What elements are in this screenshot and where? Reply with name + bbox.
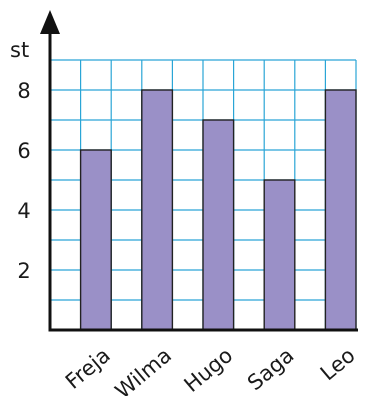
y-axis-arrow-icon — [40, 10, 60, 34]
y-tick-labels: 2 4 6 8 — [17, 79, 30, 283]
axes — [40, 10, 358, 332]
bars — [79, 89, 357, 331]
category-label: Freja — [61, 343, 115, 394]
y-tick-label: 8 — [17, 79, 30, 103]
bar-hugo — [202, 119, 235, 331]
bar-wilma — [141, 89, 174, 331]
y-axis-unit-label: st — [10, 38, 29, 62]
category-label: Hugo — [180, 343, 238, 396]
bar-leo — [324, 89, 357, 331]
bar-saga — [263, 179, 296, 331]
category-label: Leo — [316, 343, 360, 385]
y-tick-label: 4 — [17, 199, 30, 223]
category-label: Saga — [243, 343, 299, 395]
bar-freja — [79, 149, 112, 331]
y-tick-label: 6 — [17, 139, 30, 163]
category-label: Wilma — [111, 343, 176, 396]
y-tick-label: 2 — [17, 259, 30, 283]
